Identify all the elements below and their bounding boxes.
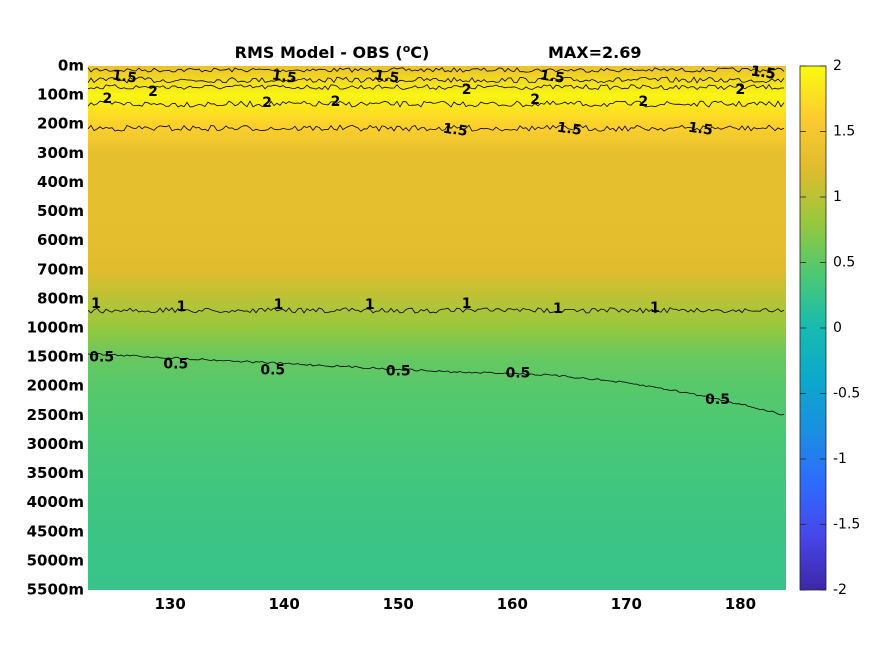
contour-label: 1.5: [271, 67, 298, 86]
x-tick-label: 150: [383, 595, 414, 613]
x-axis-longitude-labels: 130 140 150 160 170 180: [154, 595, 756, 613]
y-tick-label: 400m: [37, 173, 84, 191]
contour-label: 1.5: [556, 120, 583, 139]
y-tick-label: 1000m: [27, 319, 84, 337]
contour-label: 0.5: [506, 366, 531, 382]
contour-label: 2: [331, 94, 341, 110]
contour-label: 1.5: [373, 67, 400, 86]
contour-label: 2: [530, 92, 540, 108]
contour-lines: [87, 67, 785, 416]
contour-label: 1.5: [750, 63, 777, 82]
y-tick-label: 2000m: [27, 377, 84, 395]
contour-label: 0.5: [260, 363, 285, 379]
colorbar-tick-label: -1: [833, 451, 847, 467]
y-tick-label: 4000m: [27, 493, 84, 511]
contour-label: 1: [650, 300, 660, 316]
y-tick-label: 5000m: [27, 551, 84, 569]
contour-line-1: [87, 307, 785, 314]
max-label: MAX=2.69: [548, 43, 642, 62]
contour-label: 1: [553, 301, 563, 317]
y-tick-label: 100m: [37, 86, 84, 104]
x-tick-label: 180: [725, 595, 756, 613]
contour-line-0-5: [87, 353, 785, 416]
colorbar-ticks: 2 1.5 1 0.5 0 -0.5 -1 -1.5 -2: [800, 58, 860, 598]
contour-label: 0.5: [705, 392, 730, 408]
colorbar: 2 1.5 1 0.5 0 -0.5 -1 -1.5 -2: [799, 58, 860, 598]
colorbar-tick-label: 1.5: [833, 124, 855, 140]
y-axis-depth-labels: 0m 100m 200m 300m 400m 500m 600m 700m 800m 1000m 1…: [27, 57, 84, 599]
colorbar-tick-label: 1: [833, 189, 842, 205]
contour-label: 0.5: [386, 364, 411, 380]
x-tick-label: 140: [269, 595, 300, 613]
contour-line-1-5: [87, 67, 785, 73]
contour-label: 0.5: [163, 357, 188, 373]
contour-label: 1.5: [442, 121, 469, 140]
y-tick-label: 500m: [37, 202, 84, 220]
y-tick-label: 200m: [37, 115, 84, 133]
colorbar-tick-label: -0.5: [833, 386, 860, 402]
contour-label: 1: [177, 299, 187, 315]
contour-label: 2: [639, 94, 649, 110]
y-tick-label: 0m: [58, 57, 84, 75]
x-tick-label: 160: [497, 595, 528, 613]
contour-line-2: [87, 100, 785, 108]
contour-label: 2: [462, 82, 472, 98]
contour-label: 1: [274, 297, 284, 313]
contour-label: 2: [736, 82, 746, 98]
y-tick-label: 4500m: [27, 522, 84, 540]
contour-label: 1: [91, 296, 101, 312]
y-tick-label: 1500m: [27, 348, 84, 366]
title-superscript: o: [403, 42, 411, 55]
y-tick-label: 600m: [37, 231, 84, 249]
x-tick-label: 130: [154, 595, 185, 613]
colorbar-tick-label: 0.5: [833, 255, 855, 271]
colorbar-tick-label: -1.5: [833, 517, 860, 533]
title-unit: C): [410, 43, 429, 62]
y-tick-label: 300m: [37, 144, 84, 162]
contour-label: 1.5: [687, 120, 714, 139]
contour-label: 1: [462, 296, 472, 312]
contour-label: 2: [262, 95, 272, 111]
colorbar-tick-label: -2: [833, 582, 847, 598]
contour-line-2: [87, 84, 784, 91]
y-tick-label: 800m: [37, 289, 84, 307]
colorbar-tick-label: 2: [833, 58, 842, 74]
contour-label: 1.5: [750, 63, 777, 82]
field-fill: [88, 66, 786, 590]
contour-label: 0.5: [89, 350, 114, 366]
contour-label: 1.5: [539, 67, 566, 86]
y-tick-label: 3000m: [27, 435, 84, 453]
contour-label: 1: [365, 297, 375, 313]
contour-label: 2: [103, 91, 113, 107]
contour-line-1-5: [87, 76, 785, 84]
y-tick-label: 3500m: [27, 464, 84, 482]
contour-label: 2: [736, 82, 746, 98]
y-tick-label: 700m: [37, 260, 84, 278]
x-tick-label: 170: [611, 595, 642, 613]
y-tick-label: 5500m: [27, 581, 84, 599]
contour-line-1-5: [87, 124, 785, 132]
contour-label: 1.5: [111, 67, 138, 86]
contour-label: 2: [148, 84, 158, 100]
chart-title: RMS Model - OBS (oC): [235, 42, 430, 62]
colorbar-tick-label: 0: [833, 320, 842, 336]
contour-label: 1.5: [750, 63, 777, 82]
y-tick-label: 2500m: [27, 406, 84, 424]
